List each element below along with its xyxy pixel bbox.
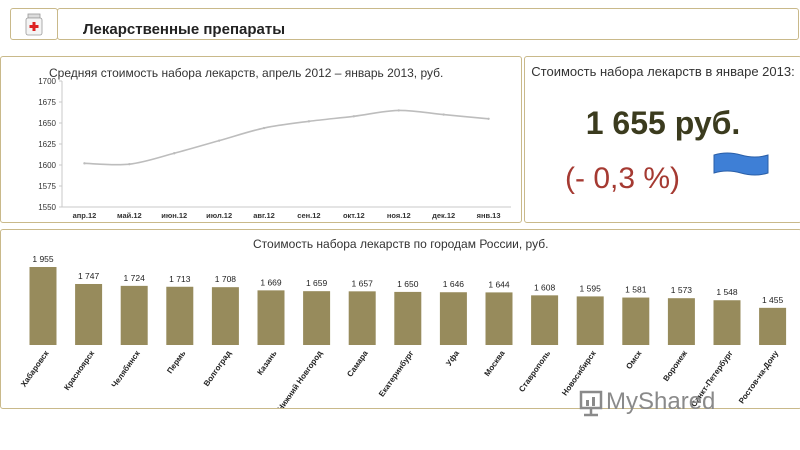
line-x-tick-label: июн.12 (161, 211, 187, 220)
header-icon-box (10, 8, 58, 40)
bar (257, 290, 285, 345)
line-point (128, 162, 131, 166)
line-chart-panel: Средняя стоимость набора лекарств, апрел… (0, 56, 522, 223)
kpi-panel: Стоимость набора лекарств в январе 2013:… (524, 56, 800, 223)
bar (713, 300, 741, 345)
bar-category-label: Челябинск (110, 348, 143, 389)
bar (485, 292, 513, 345)
line-point (307, 120, 311, 123)
bar-value-label: 1 455 (762, 295, 784, 305)
bar (29, 267, 57, 345)
bar (622, 297, 650, 345)
line-point (487, 117, 490, 120)
bar-category-label: Пермь (165, 349, 187, 375)
bar-value-label: 1 708 (215, 274, 237, 284)
bar-chart-title: Стоимость набора лекарств по городам Рос… (253, 237, 549, 251)
bar-category-label: Екатеринбург (377, 348, 416, 398)
line-chart: 1550 1575 1600 1625 1650 1675 1700 апр.12 май.12… (38, 77, 511, 220)
line-y-tick-label: 1625 (38, 140, 56, 149)
line-y-tick-label: 1650 (38, 119, 56, 128)
line-x-tick-label: апр.12 (73, 211, 97, 220)
bar-value-label: 1 548 (716, 287, 738, 297)
bar-value-label: 1 646 (443, 279, 465, 289)
line-x-tick-label: сен.12 (297, 211, 320, 220)
bar-value-label: 1 713 (169, 274, 191, 284)
line-x-tick-label: янв.13 (477, 211, 501, 220)
bar-value-label: 1 724 (124, 273, 146, 283)
line-point (217, 139, 221, 142)
bar-category-label: Самара (345, 349, 370, 379)
bar-category-label: Красноярск (62, 348, 96, 392)
bar (576, 296, 604, 345)
bar-value-label: 1 644 (488, 279, 510, 289)
bar (667, 298, 695, 345)
wave-flag-icon (713, 152, 769, 176)
bar-value-label: 1 581 (625, 285, 647, 295)
bar-value-label: 1 595 (580, 283, 602, 293)
line-x-tick-label: авг.12 (253, 211, 275, 220)
bar-category-label: Ростов-на-Дону (737, 349, 781, 406)
bar-value-label: 1 657 (352, 278, 374, 288)
line-y-tick-label: 1600 (38, 161, 56, 170)
line-y-tick-label: 1550 (38, 203, 56, 212)
bar-value-label: 1 650 (397, 279, 419, 289)
line-y-tick-label: 1575 (38, 182, 56, 191)
bar-chart: 1 955 Хабаровск 1 747 Красноярск 1 724 Челяби… (19, 254, 787, 408)
bar-category-label: Уфа (444, 349, 461, 368)
bar (348, 291, 376, 345)
line-point (397, 109, 400, 112)
page-title: Лекарственные препараты (83, 21, 286, 38)
bar-category-label: Воронеж (661, 349, 689, 383)
bar (759, 307, 787, 345)
watermark-text: MyShared (606, 388, 716, 415)
line-point (83, 162, 86, 165)
medicine-bottle-icon (25, 13, 43, 36)
bar (120, 285, 148, 345)
bar-value-label: 1 955 (32, 254, 54, 264)
bar-category-label: Нижний Новгород (276, 349, 324, 408)
bar-value-label: 1 608 (534, 282, 556, 292)
bar-value-label: 1 573 (671, 285, 693, 295)
bar (394, 291, 422, 345)
line-point (173, 152, 176, 155)
bar (439, 292, 467, 345)
bar (303, 291, 331, 345)
line-point (352, 115, 356, 118)
bar-value-label: 1 659 (306, 278, 328, 288)
bar-category-label: Хабаровск (19, 348, 51, 388)
header-bar: Лекарственные препараты (57, 8, 799, 40)
line-chart-title: Средняя стоимость набора лекарств, апрел… (49, 66, 444, 80)
bar (211, 287, 239, 345)
kpi-label: Стоимость набора лекарств в январе 2013: (531, 64, 795, 79)
line-y-tick-label: 1675 (38, 98, 56, 107)
bar-value-label: 1 747 (78, 271, 100, 281)
line-x-tick-label: окт.12 (343, 211, 365, 220)
kpi-change: (- 0,3 %) (565, 162, 681, 195)
bar-chart-panel: Стоимость набора лекарств по городам Рос… (0, 229, 800, 409)
bar-category-label: Ставрополь (517, 349, 552, 394)
bar-category-label: Москва (483, 349, 507, 378)
bar-value-label: 1 669 (260, 277, 282, 287)
line-point (442, 113, 445, 116)
line-point (262, 126, 266, 130)
bar-category-label: Волгоград (202, 349, 233, 388)
line-x-tick-label: май.12 (117, 211, 142, 220)
line-x-tick-label: ноя.12 (387, 211, 411, 220)
bar (166, 286, 194, 345)
myshared-logo-icon (579, 390, 603, 417)
line-series (84, 109, 489, 166)
line-x-tick-label: дек.12 (432, 211, 455, 220)
bar (75, 283, 103, 345)
line-y-tick-label: 1700 (38, 77, 56, 86)
bar (531, 295, 559, 345)
bar-category-label: Омск (624, 348, 644, 371)
line-x-tick-label: июл.12 (206, 211, 232, 220)
bar-category-label: Казань (255, 349, 278, 377)
kpi-value: 1 655 руб. (585, 105, 741, 141)
